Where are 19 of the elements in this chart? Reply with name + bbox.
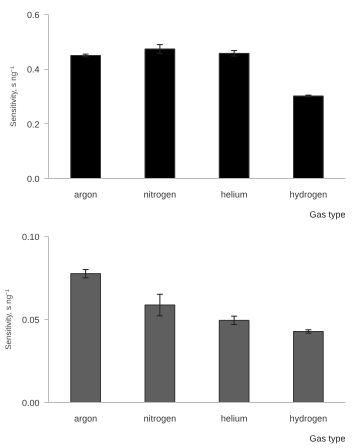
y-tick-label: 0.6 xyxy=(26,10,40,20)
x-tick-label: helium xyxy=(220,414,248,424)
x-tick-label: helium xyxy=(220,190,248,200)
x-axis-title: Gas type xyxy=(309,434,346,444)
y-tick-label: 0.2 xyxy=(26,119,40,130)
y-tick-label: 0.4 xyxy=(26,64,40,75)
x-tick-label: argon xyxy=(74,190,98,200)
x-axis-title: Gas type xyxy=(309,210,346,220)
x-tick-label: hydrogen xyxy=(290,190,328,200)
y-axis-title: Sensitivity, s ng⁻¹ xyxy=(4,288,13,350)
x-tick-label: nitrogen xyxy=(144,414,176,424)
x-tick-label: hydrogen xyxy=(290,414,328,424)
y-axis-title: Sensitivity, s ng⁻¹ xyxy=(8,66,18,127)
y-tick-label: 0.00 xyxy=(22,398,40,408)
y-tick-label: 0.10 xyxy=(22,232,40,242)
x-tick-label: nitrogen xyxy=(144,190,176,200)
y-tick-label: 0.0 xyxy=(26,174,40,184)
y-tick-label: 0.05 xyxy=(22,315,40,325)
x-tick-label: argon xyxy=(74,414,98,424)
